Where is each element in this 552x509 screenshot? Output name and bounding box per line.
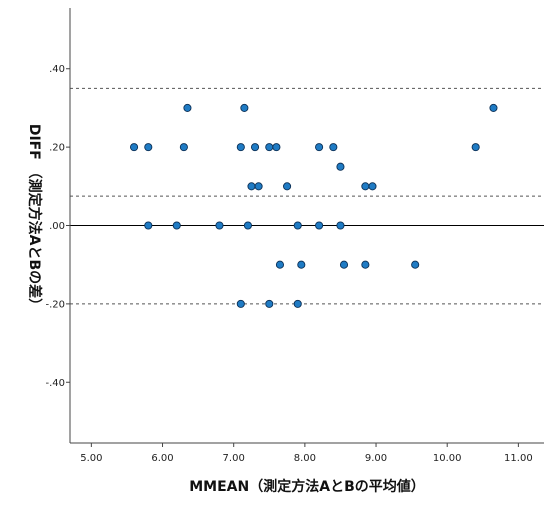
y-tick-label: .40	[49, 64, 65, 75]
data-point	[315, 221, 324, 230]
data-point	[172, 221, 181, 230]
data-point	[183, 103, 192, 112]
data-point	[293, 221, 302, 230]
reference-lines	[70, 87, 544, 305]
data-point	[250, 143, 260, 152]
data-point	[215, 221, 224, 230]
y-axis-ticks: .40 .20 .00 -.20 -.40	[45, 64, 70, 389]
x-tick-label: 6.00	[151, 453, 173, 464]
data-point	[236, 299, 245, 308]
data-point	[254, 182, 263, 191]
x-tick-label: 5.00	[80, 453, 102, 464]
x-tick-label: 8.00	[294, 453, 316, 464]
data-point	[283, 182, 292, 191]
data-point	[329, 143, 338, 152]
data-point	[361, 182, 370, 191]
data-point	[272, 143, 281, 152]
data-points	[130, 103, 498, 308]
data-point	[411, 260, 420, 269]
x-tick-label: 11.00	[504, 453, 533, 464]
data-point	[265, 299, 274, 308]
x-tick-label: 10.00	[433, 453, 462, 464]
data-point	[368, 182, 377, 191]
data-point	[297, 260, 306, 269]
data-point	[336, 221, 345, 230]
y-tick-label: .00	[49, 221, 65, 232]
y-tick-label: -.40	[45, 378, 65, 389]
x-axis-title: MMEAN（測定方法AとBの平均値）	[189, 478, 424, 495]
x-tick-label: 7.00	[223, 453, 245, 464]
data-point	[240, 103, 249, 112]
data-point	[315, 143, 324, 152]
data-point	[471, 143, 480, 152]
data-point	[236, 143, 245, 152]
data-point	[361, 260, 370, 269]
data-point	[179, 143, 188, 152]
y-axis-title: DIFF （測定方法AとBの差）	[26, 124, 43, 312]
data-point	[144, 221, 153, 230]
x-axis-ticks: 5.00 6.00 7.00 8.00 9.00 10.00 11.00	[80, 443, 533, 464]
data-point	[144, 143, 153, 152]
data-point	[243, 221, 252, 230]
data-point	[130, 143, 139, 152]
data-point	[336, 162, 345, 171]
data-point	[247, 182, 256, 191]
data-point	[339, 260, 349, 269]
data-point	[489, 103, 498, 112]
data-point	[275, 260, 285, 269]
y-tick-label: -.20	[45, 299, 65, 310]
data-point	[265, 143, 274, 152]
data-point	[293, 299, 302, 308]
y-tick-label: .20	[49, 143, 65, 154]
x-tick-label: 9.00	[365, 453, 387, 464]
